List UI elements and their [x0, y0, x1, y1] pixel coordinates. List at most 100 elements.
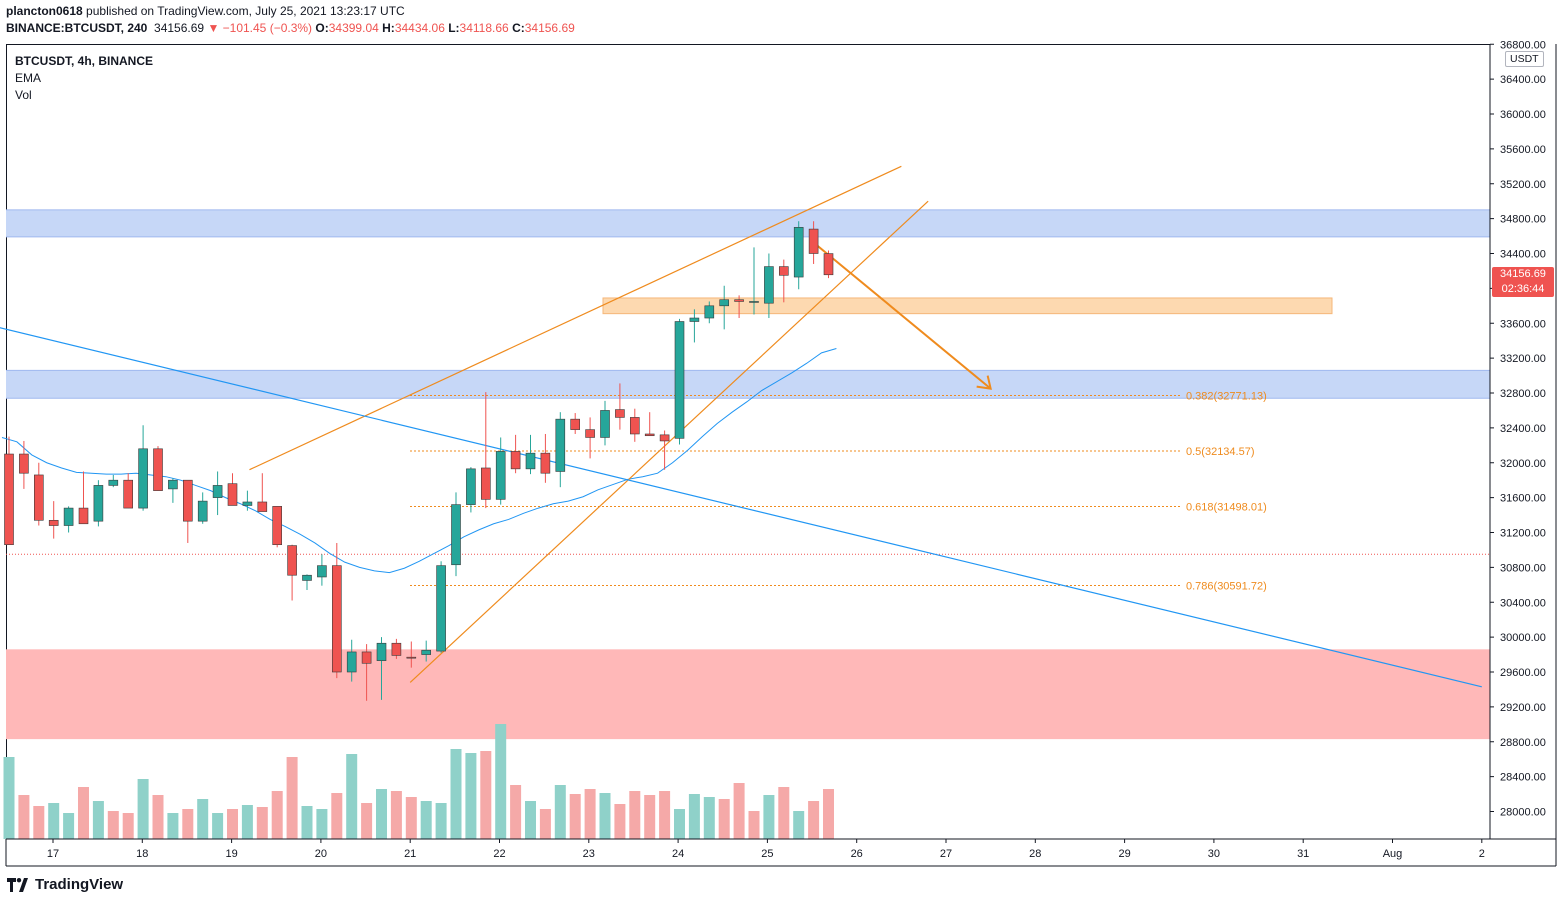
- author-name[interactable]: plancton0618: [6, 4, 83, 18]
- candle-body: [138, 448, 148, 509]
- time-axis-label: 22: [493, 848, 505, 860]
- price-axis-label: 32400.00: [1500, 423, 1546, 435]
- volume-bar: [33, 806, 45, 839]
- candle-body: [674, 321, 685, 439]
- price-axis-label: 36800.00: [1500, 39, 1546, 51]
- volume-bar: [63, 813, 75, 839]
- price-axis-label: 29600.00: [1500, 667, 1546, 679]
- candle-body: [346, 651, 357, 673]
- legend-symbol[interactable]: BTCUSDT, 4h, BINANCE: [15, 54, 154, 68]
- candle-body: [466, 468, 476, 505]
- price-tag-countdown: 02:36:44: [1501, 283, 1545, 295]
- volume-bar: [674, 809, 685, 839]
- volume-bar: [763, 795, 775, 839]
- time-axis-label: 24: [672, 848, 684, 860]
- volume-bar: [420, 801, 432, 839]
- tradingview-logo-icon: [7, 877, 28, 892]
- candle-body: [33, 474, 44, 521]
- price-tag-value: 34156.69: [1500, 268, 1546, 280]
- time-axis-label: 18: [136, 848, 148, 860]
- time-axis-label: 23: [583, 848, 595, 860]
- demand-zone: [6, 649, 1490, 740]
- currency-label[interactable]: USDT: [1505, 51, 1544, 67]
- volume-bar: [554, 785, 566, 839]
- candle-body: [764, 266, 774, 304]
- candle-body: [19, 453, 29, 474]
- chart-legend: BTCUSDT, 4h, BINANCE EMA Vol: [15, 53, 153, 104]
- volume-bar: [286, 757, 298, 839]
- candle-body: [183, 479, 193, 522]
- volume-bar: [614, 804, 626, 839]
- volume-bar: [450, 749, 462, 839]
- volume-bar: [152, 795, 164, 839]
- time-axis-label: 29: [1118, 848, 1130, 860]
- resistance-zone: [6, 209, 1490, 237]
- volume-bar: [599, 793, 611, 839]
- downtrend-line: [0, 327, 1482, 688]
- price-axis-label: 33600.00: [1500, 318, 1546, 330]
- candle-body: [48, 519, 59, 526]
- candle-body: [123, 479, 133, 509]
- time-axis-label: 20: [315, 848, 327, 860]
- low-value: 34118.66: [459, 21, 509, 35]
- publish-date: published on TradingView.com, July 25, 2…: [86, 4, 405, 18]
- candle-body: [197, 500, 208, 522]
- publish-info: plancton0618 published on TradingView.co…: [6, 4, 405, 18]
- volume-bar: [212, 813, 224, 839]
- legend-vol[interactable]: Vol: [15, 88, 32, 102]
- volume-bar: [644, 795, 656, 839]
- candle-body: [540, 452, 551, 474]
- volume-bar: [137, 779, 149, 839]
- candle-body: [719, 299, 730, 307]
- candle-body: [585, 429, 595, 438]
- candle-body: [629, 417, 640, 435]
- time-axis-label: 25: [761, 848, 773, 860]
- high-value: 34434.06: [394, 21, 445, 35]
- candle-body: [272, 506, 283, 546]
- candle-body: [391, 642, 402, 656]
- change-value: ▼ −101.45 (−0.3%): [207, 21, 313, 35]
- volume-bar: [197, 799, 209, 839]
- candle-body: [63, 507, 74, 526]
- volume-bar: [316, 809, 328, 839]
- price-axis-label: 32800.00: [1500, 388, 1546, 400]
- volume-bar: [659, 791, 671, 839]
- candle-body: [451, 504, 461, 566]
- volume-bar: [748, 811, 760, 839]
- price-axis-label: 31600.00: [1500, 493, 1546, 505]
- candle-body: [361, 651, 372, 664]
- candle-body: [93, 485, 104, 522]
- candle-body: [615, 409, 625, 418]
- candle-body: [406, 656, 417, 659]
- candle-body: [331, 565, 342, 673]
- candle-body: [555, 418, 566, 472]
- candle-body: [644, 433, 655, 437]
- candle-body: [153, 448, 163, 491]
- candle-body: [823, 253, 834, 276]
- time-axis-label: Aug: [1383, 848, 1403, 860]
- volume-bar: [122, 813, 134, 839]
- candle-body: [212, 485, 223, 498]
- volume-bar: [525, 801, 536, 839]
- volume-bar: [539, 809, 551, 839]
- price-axis-label: 33200.00: [1500, 353, 1546, 365]
- volume-bar: [584, 789, 596, 839]
- volume-bar: [495, 724, 507, 839]
- legend-ema[interactable]: EMA: [15, 71, 42, 85]
- time-axis-label: 31: [1297, 848, 1309, 860]
- volume-bar: [182, 809, 194, 839]
- tradingview-logo[interactable]: TradingView: [7, 876, 123, 893]
- volume-bar: [227, 809, 238, 839]
- price-axis-label: 30400.00: [1500, 597, 1546, 609]
- brand-name: TradingView: [35, 876, 124, 893]
- volume-bar: [793, 811, 805, 839]
- candle-body: [168, 479, 178, 490]
- volume-bar: [271, 791, 283, 839]
- volume-bar: [405, 797, 417, 839]
- price-axis-label: 29200.00: [1500, 702, 1546, 714]
- candle-body: [808, 228, 819, 254]
- candle-body: [78, 507, 89, 525]
- volume-bar: [376, 789, 387, 839]
- candle-body: [257, 501, 268, 512]
